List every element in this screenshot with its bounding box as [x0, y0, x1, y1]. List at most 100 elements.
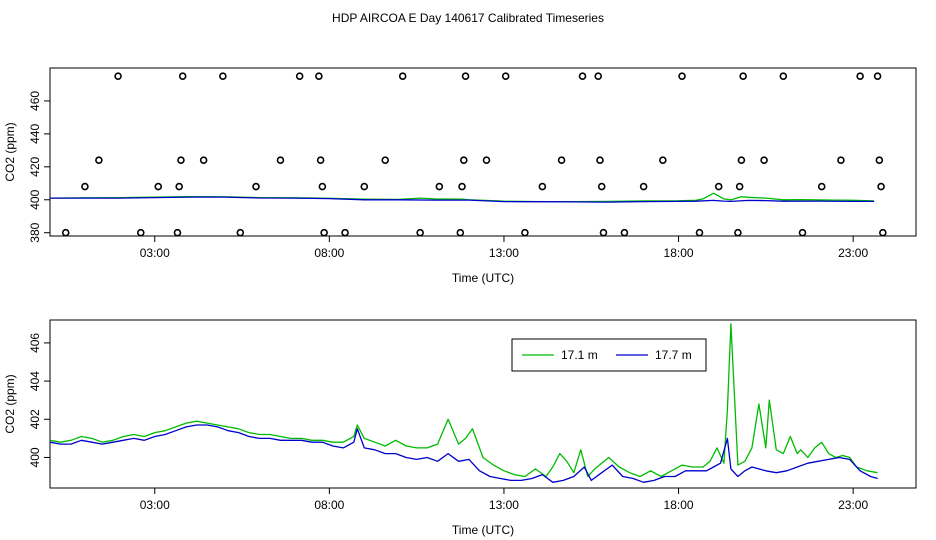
- y-tick-label: 400: [28, 447, 42, 467]
- data-point: [678, 72, 686, 81]
- data-point: [873, 72, 882, 81]
- data-point: [114, 72, 122, 81]
- data-point: [173, 228, 182, 237]
- data-point: [136, 228, 145, 237]
- y-tick-label: 402: [28, 409, 42, 429]
- bottom-panel: 03:00 08:00 13:00 18:00 23:00 400 402 404 406 T…: [3, 319, 917, 537]
- data-point: [416, 228, 424, 237]
- data-point: [177, 156, 185, 165]
- x-axis-label: Time (UTC): [452, 271, 514, 285]
- data-point: [482, 156, 491, 165]
- data-point: [276, 156, 285, 165]
- data-point: [735, 182, 744, 191]
- legend-label-17-7m: 17.7 m: [655, 348, 692, 362]
- y-tick-label: 380: [28, 222, 42, 242]
- data-point: [639, 182, 648, 191]
- x-tick-label: 08:00: [314, 498, 344, 512]
- data-point: [219, 72, 227, 81]
- data-point: [521, 228, 529, 237]
- x-tick-label: 08:00: [314, 246, 344, 260]
- data-point: [199, 156, 208, 165]
- data-point: [154, 182, 163, 191]
- data-point: [879, 228, 887, 237]
- y-tick-label: 400: [28, 189, 42, 209]
- data-point: [597, 182, 606, 191]
- data-point: [295, 72, 304, 81]
- y-tick-label: 404: [28, 371, 42, 391]
- y-tick-label: 440: [28, 124, 42, 144]
- y-axis-ticks: 380 400 420 440 460: [28, 91, 50, 243]
- data-point: [458, 182, 466, 191]
- series-lines: [49, 192, 875, 203]
- data-point: [578, 72, 587, 81]
- data-point: [501, 72, 510, 81]
- data-point: [360, 182, 369, 191]
- y-tick-label: 406: [28, 333, 42, 353]
- x-tick-label: 13:00: [489, 498, 519, 512]
- data-point: [175, 182, 184, 191]
- y-tick-label: 460: [28, 91, 42, 111]
- data-point: [320, 228, 328, 237]
- series-line-blue: [49, 424, 878, 483]
- plot-frame: [49, 67, 917, 237]
- data-point: [734, 228, 742, 237]
- x-axis-ticks: 03:00 08:00 13:00 18:00 23:00: [140, 236, 868, 260]
- x-tick-label: 03:00: [140, 498, 170, 512]
- data-point: [318, 182, 327, 191]
- data-point: [856, 72, 864, 81]
- data-point: [81, 182, 89, 191]
- data-point: [435, 182, 444, 191]
- x-tick-label: 23:00: [838, 246, 868, 260]
- data-point: [459, 156, 468, 165]
- data-point: [236, 228, 245, 237]
- x-tick-label: 18:00: [664, 246, 694, 260]
- x-axis-label: Time (UTC): [452, 523, 514, 537]
- data-point: [341, 228, 349, 237]
- series-lines: [49, 323, 878, 483]
- data-point: [760, 156, 768, 165]
- top-panel: 03:00 08:00 13:00 18:00 23:00 380 400 420 440 46…: [3, 67, 917, 285]
- data-point: [599, 228, 608, 237]
- data-point: [695, 228, 704, 237]
- data-point: [739, 72, 747, 81]
- x-tick-label: 13:00: [489, 246, 519, 260]
- x-tick-label: 18:00: [664, 498, 694, 512]
- data-point: [779, 72, 788, 81]
- data-point: [737, 156, 746, 165]
- x-tick-label: 03:00: [140, 246, 170, 260]
- y-tick-label: 420: [28, 156, 42, 176]
- legend-label-17-1m: 17.1 m: [561, 348, 598, 362]
- data-point: [178, 72, 187, 81]
- plot-frame: [49, 319, 917, 489]
- data-point: [538, 182, 547, 191]
- data-point: [837, 156, 845, 165]
- page-title: HDP AIRCOA E Day 140617 Calibrated Times…: [332, 11, 604, 25]
- data-point: [95, 156, 103, 165]
- data-point: [714, 182, 723, 191]
- data-point: [596, 156, 604, 165]
- data-point: [798, 228, 807, 237]
- x-axis-ticks: 03:00 08:00 13:00 18:00 23:00: [140, 488, 868, 512]
- y-axis-label: CO2 (ppm): [3, 374, 17, 433]
- data-point: [398, 72, 407, 81]
- scatter-points: [61, 72, 887, 237]
- data-point: [877, 182, 885, 191]
- data-point: [659, 156, 667, 165]
- data-point: [315, 72, 323, 81]
- data-point: [557, 156, 566, 165]
- data-point: [875, 156, 884, 165]
- data-point: [61, 228, 70, 237]
- data-point: [620, 228, 629, 237]
- data-point: [316, 156, 325, 165]
- series-line-green: [49, 323, 878, 478]
- series-line-blue: [50, 196, 875, 203]
- data-point: [381, 156, 390, 165]
- data-point: [817, 182, 826, 191]
- y-axis-ticks: 400 402 404 406: [28, 333, 50, 467]
- legend: 17.1 m 17.7 m: [511, 338, 707, 372]
- data-point: [461, 72, 470, 81]
- data-point: [594, 72, 603, 81]
- data-point: [456, 228, 465, 237]
- x-tick-label: 23:00: [838, 498, 868, 512]
